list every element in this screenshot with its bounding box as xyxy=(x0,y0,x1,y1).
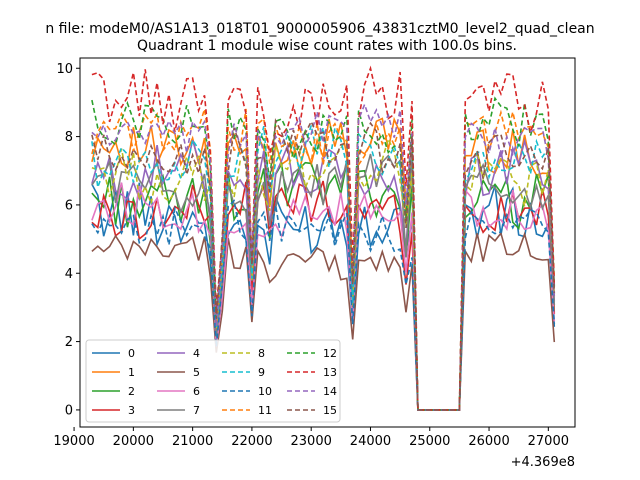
figure-suptitle: n file: modeM0/AS1A13_018T01_9000005906_… xyxy=(45,21,594,37)
x-tick-label: 22000 xyxy=(231,434,272,449)
legend-label-12: 12 xyxy=(323,347,337,360)
legend-label-2: 2 xyxy=(128,385,135,398)
series-line-13 xyxy=(91,65,556,411)
legend-label-13: 13 xyxy=(323,366,337,379)
chart-title: Quadrant 1 module wise count rates with … xyxy=(137,38,517,54)
series-line-5 xyxy=(91,231,556,411)
y-tick-label: 0 xyxy=(65,403,73,418)
x-tick-label: 20000 xyxy=(113,434,154,449)
y-tick-label: 10 xyxy=(56,62,73,77)
legend-label-0: 0 xyxy=(128,347,135,360)
y-tick-label: 8 xyxy=(65,130,73,145)
series-line-1 xyxy=(91,116,556,411)
legend-label-6: 6 xyxy=(193,385,200,398)
legend-label-3: 3 xyxy=(128,404,135,417)
plot-area: 19000 20000 21000 22000 23000 24000 25000 26000… xyxy=(53,57,576,470)
legend-label-14: 14 xyxy=(323,385,337,398)
series-lines xyxy=(91,65,556,411)
y-tick-label: 4 xyxy=(65,267,73,282)
y-tick-label: 2 xyxy=(65,335,73,350)
series-line-7 xyxy=(91,152,556,411)
series-line-11 xyxy=(91,108,556,411)
x-tick-label: 24000 xyxy=(350,434,391,449)
series-line-0 xyxy=(91,182,556,411)
axes-frame xyxy=(79,57,576,428)
series-line-10 xyxy=(91,199,556,411)
x-tick-label: 19000 xyxy=(53,434,94,449)
legend-label-8: 8 xyxy=(258,347,265,360)
x-offset-label: +4.369e8 xyxy=(511,455,575,470)
x-axis: 19000 20000 21000 22000 23000 24000 25000 26000… xyxy=(53,427,569,449)
y-tick-label: 6 xyxy=(65,198,73,213)
x-tick-label: 26000 xyxy=(468,434,509,449)
legend-label-10: 10 xyxy=(258,385,272,398)
legend-label-4: 4 xyxy=(193,347,200,360)
x-tick-label: 25000 xyxy=(409,434,450,449)
legend-box xyxy=(85,339,341,423)
legend-label-9: 9 xyxy=(258,366,265,379)
legend-label-5: 5 xyxy=(193,366,200,379)
series-line-14 xyxy=(91,102,556,411)
series-line-6 xyxy=(91,182,556,411)
y-axis: 0 2 4 6 8 10 xyxy=(56,62,80,418)
x-tick-label: 27000 xyxy=(528,434,569,449)
legend-label-15: 15 xyxy=(323,404,337,417)
legend-label-1: 1 xyxy=(128,366,135,379)
legend-label-7: 7 xyxy=(193,404,200,417)
x-tick-label: 21000 xyxy=(172,434,213,449)
series-line-12 xyxy=(91,96,556,411)
series-line-15 xyxy=(91,117,556,411)
x-tick-label: 23000 xyxy=(291,434,332,449)
legend-label-11: 11 xyxy=(258,404,272,417)
